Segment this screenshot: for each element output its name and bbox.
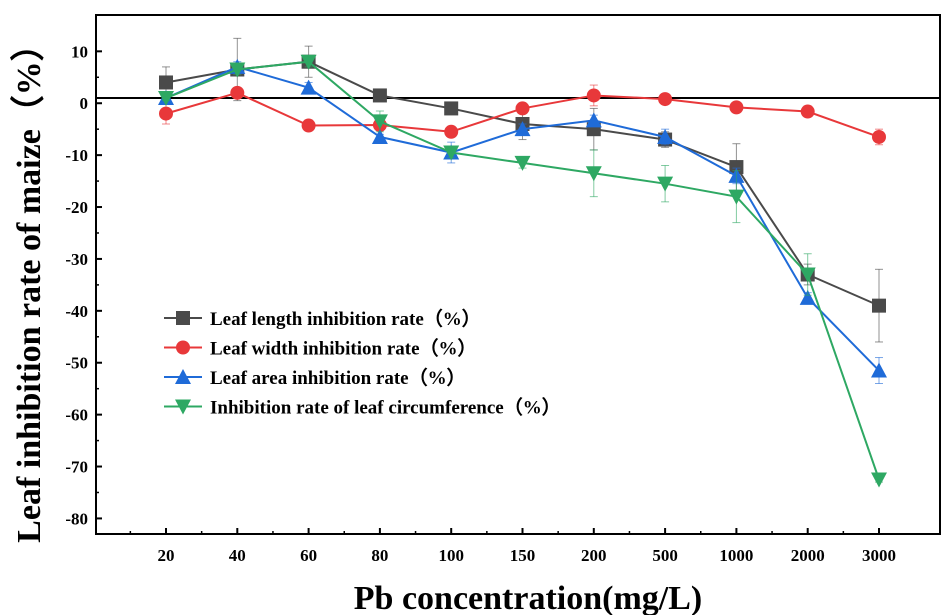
data-point-triangle-down — [514, 155, 531, 171]
data-point-triangle-up — [657, 128, 674, 144]
x-tick-label: 80 — [371, 546, 388, 565]
y-tick-label: -20 — [65, 198, 88, 217]
x-axis-ticks: 20 40 60 80 100 150 200 500 1000 2000 3000 — [129, 528, 896, 565]
y-tick-label: -80 — [65, 509, 88, 528]
y-tick-label: -70 — [65, 458, 88, 477]
y-tick-label: -30 — [65, 250, 88, 269]
y-tick-label: -60 — [65, 406, 88, 425]
y-tick-label: -10 — [65, 146, 88, 165]
data-point-triangle-down — [229, 62, 246, 78]
x-tick-label: 2000 — [791, 546, 825, 565]
legend-label: Leaf area inhibition rate（%） — [210, 366, 466, 389]
data-point-triangle-down — [443, 145, 460, 161]
x-tick-label: 200 — [581, 546, 607, 565]
legend: Leaf length inhibition rate（%） Leaf width… — [164, 307, 561, 419]
data-point-triangle-up — [300, 79, 317, 95]
data-point-square — [444, 101, 459, 116]
series-layer — [158, 37, 887, 488]
x-tick-label: 150 — [510, 546, 536, 565]
data-point-triangle-up — [371, 128, 388, 144]
data-point-triangle-up — [799, 289, 816, 305]
x-tick-label: 100 — [438, 546, 464, 565]
x-tick-label: 500 — [652, 546, 678, 565]
data-point-triangle-down — [158, 91, 174, 107]
y-axis-ticks: 10 0 -10 -20 -30 -40 -50 -60 -70 -80 — [65, 42, 102, 528]
data-point-circle — [230, 85, 245, 100]
x-axis-title: Pb concentration(mg/L) — [354, 580, 702, 615]
legend-item: Leaf area inhibition rate（%） — [164, 366, 466, 389]
y-tick-label: 0 — [80, 94, 89, 113]
data-point-triangle-up — [871, 362, 887, 378]
legend-label: Leaf width inhibition rate（%） — [210, 337, 477, 360]
data-point-circle — [586, 88, 601, 103]
series-4 — [158, 54, 887, 488]
plot-frame — [95, 14, 941, 535]
data-point-triangle-down — [799, 267, 816, 283]
legend-marker — [175, 399, 191, 415]
data-point-triangle-down — [371, 114, 388, 130]
data-point-circle — [800, 104, 815, 119]
legend-item: Inhibition rate of leaf circumference（%） — [164, 396, 561, 419]
x-tick-label: 60 — [300, 546, 317, 565]
data-point-circle — [159, 106, 173, 121]
data-point-triangle-down — [300, 54, 317, 70]
x-tick-label: 1000 — [719, 546, 753, 565]
y-tick-label: -40 — [65, 302, 88, 321]
legend-marker — [176, 340, 190, 355]
data-point-circle — [872, 129, 886, 144]
legend-marker — [175, 369, 191, 384]
x-tick-label: 3000 — [862, 546, 896, 565]
series-1 — [159, 37, 886, 343]
data-point-triangle-up — [514, 121, 531, 137]
x-tick-label: 40 — [229, 546, 246, 565]
data-point-circle — [729, 100, 744, 115]
data-point-square — [159, 75, 173, 90]
data-point-circle — [658, 92, 673, 107]
series-2 — [159, 84, 886, 146]
data-point-triangle-down — [728, 189, 745, 205]
y-tick-label: -50 — [65, 354, 88, 373]
legend-label: Leaf length inhibition rate（%） — [210, 307, 481, 330]
legend-item: Leaf length inhibition rate（%） — [164, 307, 481, 330]
data-point-square — [872, 298, 886, 313]
legend-marker — [176, 311, 190, 325]
data-point-triangle-down — [657, 176, 674, 192]
legend-item: Leaf width inhibition rate（%） — [164, 337, 477, 360]
y-tick-label: 10 — [71, 42, 88, 61]
x-tick-label: 20 — [158, 546, 175, 565]
data-point-circle — [301, 118, 316, 133]
plot-border — [95, 14, 941, 535]
data-point-triangle-down — [871, 472, 887, 488]
legend-label: Inhibition rate of leaf circumference（%） — [210, 396, 561, 419]
data-point-triangle-down — [585, 166, 602, 182]
y-axis-title: Leaf inhibition rate of maize（%） — [9, 27, 48, 543]
data-point-circle — [444, 124, 459, 139]
data-point-triangle-up — [585, 112, 602, 128]
data-point-square — [372, 88, 387, 103]
data-point-circle — [515, 101, 530, 116]
